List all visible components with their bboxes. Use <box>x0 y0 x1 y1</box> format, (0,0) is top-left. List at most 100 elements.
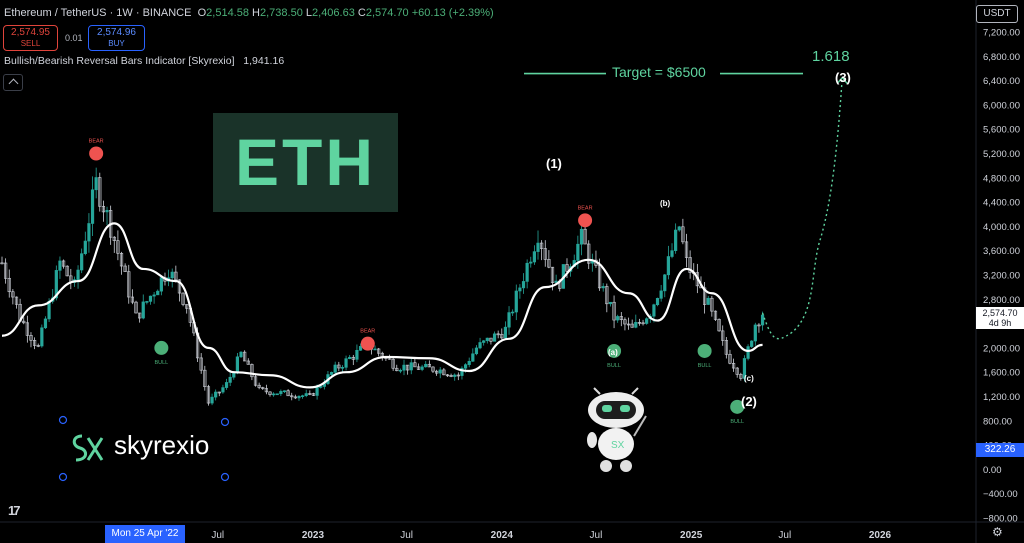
candle-body <box>670 250 674 257</box>
candle-body <box>282 390 287 393</box>
projection-arrow-icon <box>836 76 848 85</box>
candle-body <box>587 243 591 264</box>
candle-body <box>703 287 707 305</box>
robot-mascot-icon: SX <box>587 387 647 472</box>
candle-body <box>406 364 410 371</box>
candle-body <box>532 251 536 263</box>
moving-average-line <box>1 222 763 389</box>
candle-body <box>547 259 551 268</box>
candle-body <box>214 391 218 398</box>
low-value: 2,406.63 <box>312 7 355 19</box>
handle-br-svg[interactable] <box>219 471 231 483</box>
candle-body <box>293 396 297 399</box>
candle-body <box>210 396 214 404</box>
candle-body <box>250 364 254 378</box>
skyrexio-logo <box>72 434 104 462</box>
candle-body <box>217 391 221 394</box>
candle-body <box>739 374 743 379</box>
candle-body <box>145 301 149 303</box>
candle-body <box>177 279 182 294</box>
collapse-legend-button[interactable] <box>3 74 23 91</box>
indicator-name: Bullish/Bearish Reversal Bars Indicator … <box>4 55 235 67</box>
wave-b-label: (b) <box>660 199 671 208</box>
bull-signal-label: BULL <box>607 363 621 369</box>
candle-body <box>232 372 236 378</box>
candle-body <box>474 347 479 355</box>
svg-text:SX: SX <box>611 440 625 451</box>
candle-body <box>98 177 102 207</box>
x-tick-label: Jul <box>400 530 413 541</box>
candle-body <box>630 323 634 328</box>
y-tick-label: 3,600.00 <box>983 246 1020 257</box>
candle-body <box>626 323 631 326</box>
candle-body <box>619 316 623 320</box>
buy-button[interactable]: 2,574.96 BUY <box>88 25 145 51</box>
candle-body <box>713 310 718 320</box>
candle-body <box>485 337 489 342</box>
candle-body <box>90 189 95 224</box>
candle-body <box>141 301 145 319</box>
change-value: +60.13 (+2.39%) <box>411 7 494 19</box>
close-label: C <box>357 7 366 19</box>
candle-body <box>478 342 482 349</box>
candle-body <box>112 236 116 241</box>
candle-body <box>634 322 638 328</box>
candle-body <box>65 265 69 277</box>
open-label: O <box>197 7 207 19</box>
handle-top-left <box>58 415 68 425</box>
eth-label: ETH <box>213 113 398 212</box>
candle-body <box>605 286 609 305</box>
x-tick-label: 2025 <box>680 530 703 541</box>
indicator-legend[interactable]: Bullish/Bearish Reversal Bars Indicator … <box>4 55 284 67</box>
candle-body <box>94 177 98 191</box>
y-tick-label: 7,200.00 <box>983 28 1020 39</box>
candle-body <box>576 243 580 261</box>
selection-handles[interactable] <box>57 414 207 484</box>
candle-body <box>185 304 189 309</box>
candle-body <box>742 358 747 379</box>
candle-body <box>61 260 66 267</box>
candle-body <box>750 340 754 347</box>
candle-body <box>239 351 243 358</box>
candle-body <box>344 358 348 368</box>
candle-body <box>608 301 613 305</box>
current-price-tag: 2,574.70 4d 9h <box>976 307 1024 329</box>
bear-signal-label: BEAR <box>578 205 593 211</box>
y-tick-label: 800.00 <box>983 416 1012 427</box>
sell-button[interactable]: 2,574.95 SELL <box>3 25 58 51</box>
handle-tr-svg[interactable] <box>219 416 231 428</box>
candle-body <box>11 291 15 298</box>
y-tick-label: 6,800.00 <box>983 52 1020 63</box>
candle-body <box>315 386 319 396</box>
candle-body <box>757 324 761 327</box>
candle-body <box>760 314 765 326</box>
y-tick-label: 2,000.00 <box>983 343 1020 354</box>
tradingview-logo-icon[interactable]: 17 <box>8 503 21 518</box>
currency-selector[interactable]: USDT <box>976 5 1018 23</box>
candle-body <box>87 223 91 242</box>
candle-body <box>681 226 685 243</box>
bear-signal-dot <box>89 146 104 161</box>
candle-body <box>32 340 37 346</box>
target-label: Target = $6500 <box>612 64 706 80</box>
y-tick-label: 4,800.00 <box>983 173 1020 184</box>
symbol-title[interactable]: Ethereum / TetherUS · 1W · BINANCE <box>4 7 192 19</box>
candle-body <box>442 369 446 376</box>
candle-body <box>746 346 750 359</box>
candle-body <box>272 393 276 396</box>
x-tick-label: Jul <box>211 530 224 541</box>
close-value: 2,574.70 <box>365 7 409 19</box>
candle-body <box>717 319 721 332</box>
candle-body <box>203 369 207 387</box>
candle-body <box>275 393 279 396</box>
candle-body <box>221 387 225 393</box>
sell-price: 2,574.95 <box>11 27 50 38</box>
candle-body <box>554 280 558 283</box>
gear-icon[interactable]: ⚙ <box>992 525 1003 539</box>
candle-body <box>420 366 424 370</box>
candle-body <box>253 376 258 386</box>
candle-body <box>261 387 265 389</box>
candle-body <box>329 372 334 375</box>
candle-body <box>391 358 395 369</box>
